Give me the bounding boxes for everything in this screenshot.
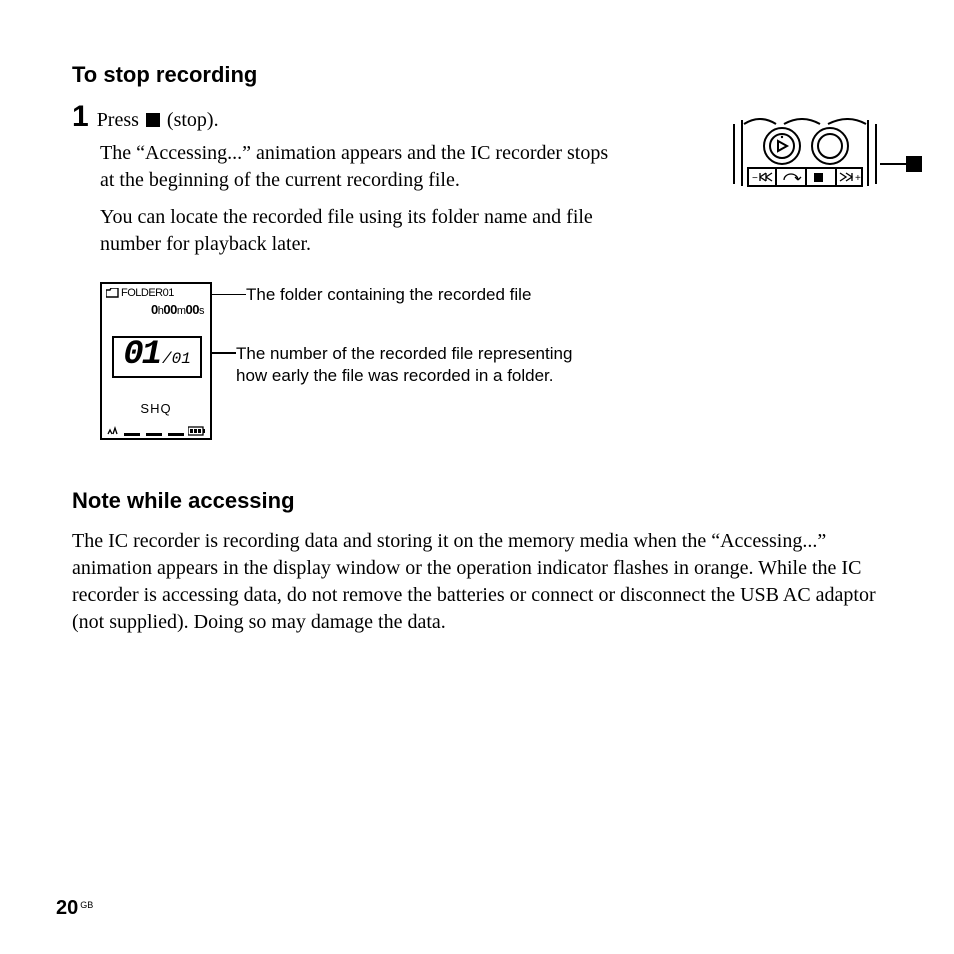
page-number-value: 20: [56, 897, 78, 919]
stop-icon: [906, 156, 922, 172]
mic-sensitivity-icon: [106, 424, 120, 436]
lcd-callouts: The folder containing the recorded file …: [212, 282, 596, 386]
svg-text:−: −: [752, 173, 758, 184]
note-section: Note while accessing The IC recorder is …: [72, 488, 898, 636]
step-text-column: 1 Press (stop). The “Accessing...” anima…: [72, 102, 612, 258]
lcd-folder-row: FOLDER01: [106, 287, 174, 299]
lcd-file-current: 01: [123, 338, 160, 372]
step-number: 1: [72, 102, 89, 132]
step-paragraph-1: The “Accessing...” animation appears and…: [100, 140, 612, 194]
lcd-folder-label: FOLDER01: [121, 287, 174, 299]
lcd-seconds: 00: [186, 302, 199, 317]
step-line: 1 Press (stop).: [72, 102, 612, 134]
folder-icon: [106, 288, 119, 298]
callout-folder: The folder containing the recorded file: [212, 284, 596, 305]
lcd-mode-label: SHQ: [102, 401, 210, 416]
dash-icon: [168, 433, 184, 436]
callout-folder-text: The folder containing the recorded file: [246, 284, 531, 305]
device-illustration: − +: [730, 118, 880, 190]
lcd-time-row: 0h00m00s: [151, 302, 204, 317]
section-heading-note: Note while accessing: [72, 488, 898, 514]
callout-filenum: The number of the recorded file represen…: [212, 343, 596, 386]
battery-icon: [188, 426, 206, 436]
lcd-minutes-unit: m: [177, 305, 186, 317]
lcd-file-number-box: 01 /01: [112, 336, 202, 378]
callout-leader-line: [212, 294, 246, 296]
lcd-seconds-unit: s: [199, 305, 204, 317]
lcd-minutes: 00: [163, 302, 176, 317]
step-paragraph-2: You can locate the recorded file using i…: [100, 204, 612, 258]
press-text-pre: Press: [97, 109, 144, 131]
page-region-code: GB: [80, 900, 93, 910]
lcd-bottom-icons: [106, 424, 206, 436]
callout-leader-line: [212, 352, 236, 354]
callout-filenum-text: The number of the recorded file represen…: [236, 343, 596, 386]
manual-page: To stop recording 1 Press (stop). The “A…: [0, 0, 954, 954]
section-heading-stop-recording: To stop recording: [72, 62, 898, 88]
lcd-screen: FOLDER01 0h00m00s 01 /01 SHQ: [100, 282, 212, 440]
dash-icon: [124, 433, 140, 436]
svg-text:+: +: [855, 173, 861, 184]
lcd-figure-row: FOLDER01 0h00m00s 01 /01 SHQ: [100, 282, 898, 440]
device-figure: − +: [730, 118, 880, 190]
page-number: 20GB: [56, 897, 93, 920]
step-instruction: Press (stop).: [97, 107, 219, 134]
lcd-dash-row: [124, 433, 184, 436]
dash-icon: [146, 433, 162, 436]
press-text-post: (stop).: [162, 109, 219, 131]
stop-icon: [146, 113, 160, 127]
note-body-text: The IC recorder is recording data and st…: [72, 528, 898, 636]
callout-leader-line: [880, 163, 906, 165]
lcd-hours: 0: [151, 302, 158, 317]
lcd-file-total: /01: [162, 350, 191, 368]
